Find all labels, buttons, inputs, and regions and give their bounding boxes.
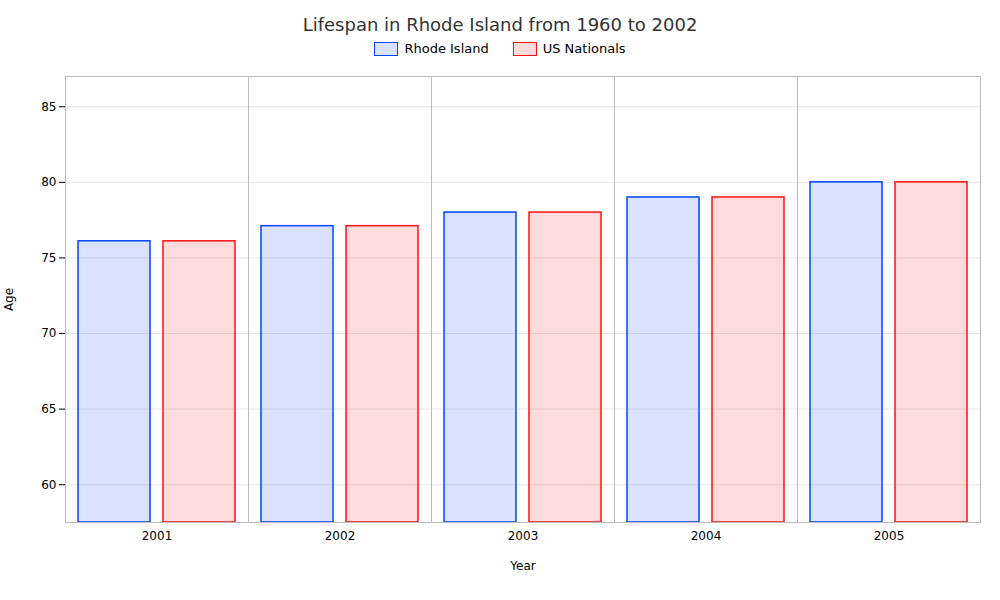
html-text:US Nationals: US Nationals xyxy=(542,41,626,56)
svg-text:85: 85 xyxy=(41,100,56,114)
svg-text:2001: 2001 xyxy=(142,529,173,543)
svg-text:70: 70 xyxy=(41,326,56,340)
html-text:Lifespan in Rhode Island from: Lifespan in Rhode Island from 1960 to 20… xyxy=(302,14,698,35)
svg-text:65: 65 xyxy=(41,402,56,416)
svg-text:75: 75 xyxy=(41,251,56,265)
svg-text:Age: Age xyxy=(2,288,16,311)
svg-text:2004: 2004 xyxy=(691,529,722,543)
svg-text:Year: Year xyxy=(509,559,535,573)
svg-text:2005: 2005 xyxy=(874,529,905,543)
svg-text:60: 60 xyxy=(41,478,56,492)
svg-text:2002: 2002 xyxy=(325,529,356,543)
svg-text:2003: 2003 xyxy=(508,529,539,543)
html-text:Rhode Island: Rhode Island xyxy=(404,41,489,56)
svg-text:80: 80 xyxy=(41,175,56,189)
